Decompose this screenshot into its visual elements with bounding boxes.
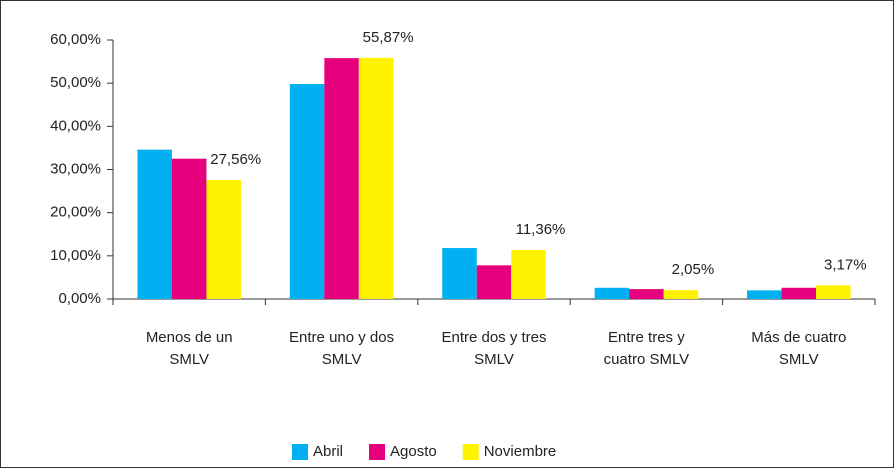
legend-label: Noviembre <box>484 443 557 460</box>
bar <box>781 287 817 299</box>
y-tick-label: 60,00% <box>50 31 101 48</box>
bar <box>816 285 851 299</box>
bar <box>358 57 394 299</box>
legend-label: Agosto <box>390 443 437 460</box>
x-tick-label: Entre dos y tres SMLV <box>441 329 547 368</box>
legend-swatch <box>292 444 308 460</box>
y-tick-label: 20,00% <box>50 204 101 221</box>
bar <box>137 149 172 299</box>
x-tick-label: Entre tres y cuatro SMLV <box>603 329 690 368</box>
legend-swatch <box>462 444 479 460</box>
bar <box>171 158 207 299</box>
bar <box>747 290 782 299</box>
bar <box>594 287 630 299</box>
y-tick-label: 50,00% <box>50 74 101 91</box>
bar <box>629 289 664 299</box>
legend-swatch <box>369 444 386 460</box>
bar <box>663 290 699 299</box>
bar <box>476 265 512 299</box>
x-tick-label: Entre uno y dos SMLV <box>289 329 395 368</box>
x-tick-label: Menos de un SMLV <box>145 329 233 368</box>
bar <box>442 248 477 299</box>
bar <box>324 58 359 299</box>
y-tick-label: 0,00% <box>58 290 101 307</box>
data-label: 11,36% <box>516 221 566 238</box>
bar <box>511 249 546 299</box>
y-tick-label: 40,00% <box>50 117 101 134</box>
y-tick-label: 30,00% <box>50 160 101 177</box>
legend-label: Abril <box>313 443 343 460</box>
bar <box>289 84 325 299</box>
y-tick-label: 10,00% <box>50 247 101 264</box>
data-label: 55,87% <box>363 29 414 46</box>
data-label: 3,17% <box>824 256 867 273</box>
x-tick-label: Más de cuatro SMLV <box>751 329 847 368</box>
bar <box>206 180 241 299</box>
data-label: 2,05% <box>672 261 715 278</box>
data-label: 27,56% <box>210 151 261 168</box>
